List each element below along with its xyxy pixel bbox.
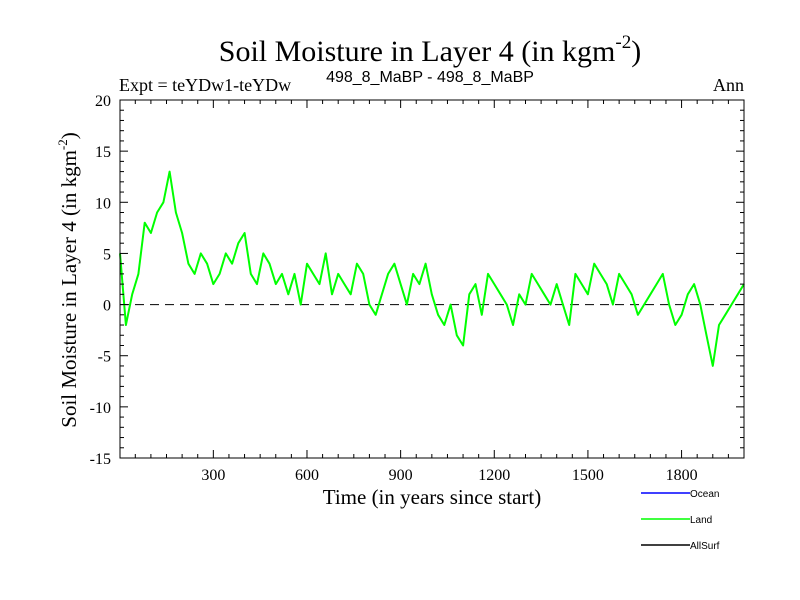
y-tick-label: 15 xyxy=(95,144,111,161)
chart-title: Soil Moisture in Layer 4 (in kgm-2) xyxy=(219,32,641,68)
y-axis-label-close: ) xyxy=(57,132,81,139)
season-label: Ann xyxy=(713,75,744,95)
y-axis-label: Soil Moisture in Layer 4 (in kgm-2) xyxy=(55,132,81,427)
legend: Ocean Land AllSurf xyxy=(641,489,720,552)
chart-title-superscript: -2 xyxy=(615,32,631,53)
plot-frame xyxy=(119,99,745,459)
y-axis-label-main: Soil Moisture in Layer 4 (in kgm xyxy=(57,150,81,428)
series-group xyxy=(119,170,745,367)
x-tick-label: 600 xyxy=(295,467,319,484)
y-tick-label: 0 xyxy=(103,298,111,315)
y-tick-label: 20 xyxy=(95,93,111,110)
chart-title-close: ) xyxy=(631,35,641,68)
x-tick-label: 1500 xyxy=(572,467,604,484)
legend-label-land: Land xyxy=(690,515,712,526)
x-tick-label: 300 xyxy=(201,467,225,484)
legend-label-allsurf: AllSurf xyxy=(690,541,720,552)
x-tick-label: 900 xyxy=(389,467,413,484)
y-axis-label-superscript: -2 xyxy=(55,139,70,150)
y-tick-label: -15 xyxy=(90,451,111,468)
x-tick-label: 1800 xyxy=(666,467,698,484)
period-label: 498_8_MaBP - 498_8_MaBP xyxy=(326,69,534,86)
x-axis-label: Time (in years since start) xyxy=(323,485,542,509)
y-tick-label: 10 xyxy=(95,195,111,212)
series-line-land xyxy=(119,170,745,367)
ticks-group: -15 -10 -5 0 5 10 15 20 300 600 900 1200 1500 1800 xyxy=(90,93,744,484)
y-tick-label: -5 xyxy=(98,349,111,366)
chart-title-main: Soil Moisture in Layer 4 (in kgm xyxy=(219,35,616,68)
x-tick-label: 1200 xyxy=(478,467,510,484)
y-tick-label: 5 xyxy=(103,246,111,263)
legend-label-ocean: Ocean xyxy=(690,489,719,500)
experiment-label: Expt = teYDw1-teYDw xyxy=(119,75,291,95)
y-tick-label: -10 xyxy=(90,400,111,417)
